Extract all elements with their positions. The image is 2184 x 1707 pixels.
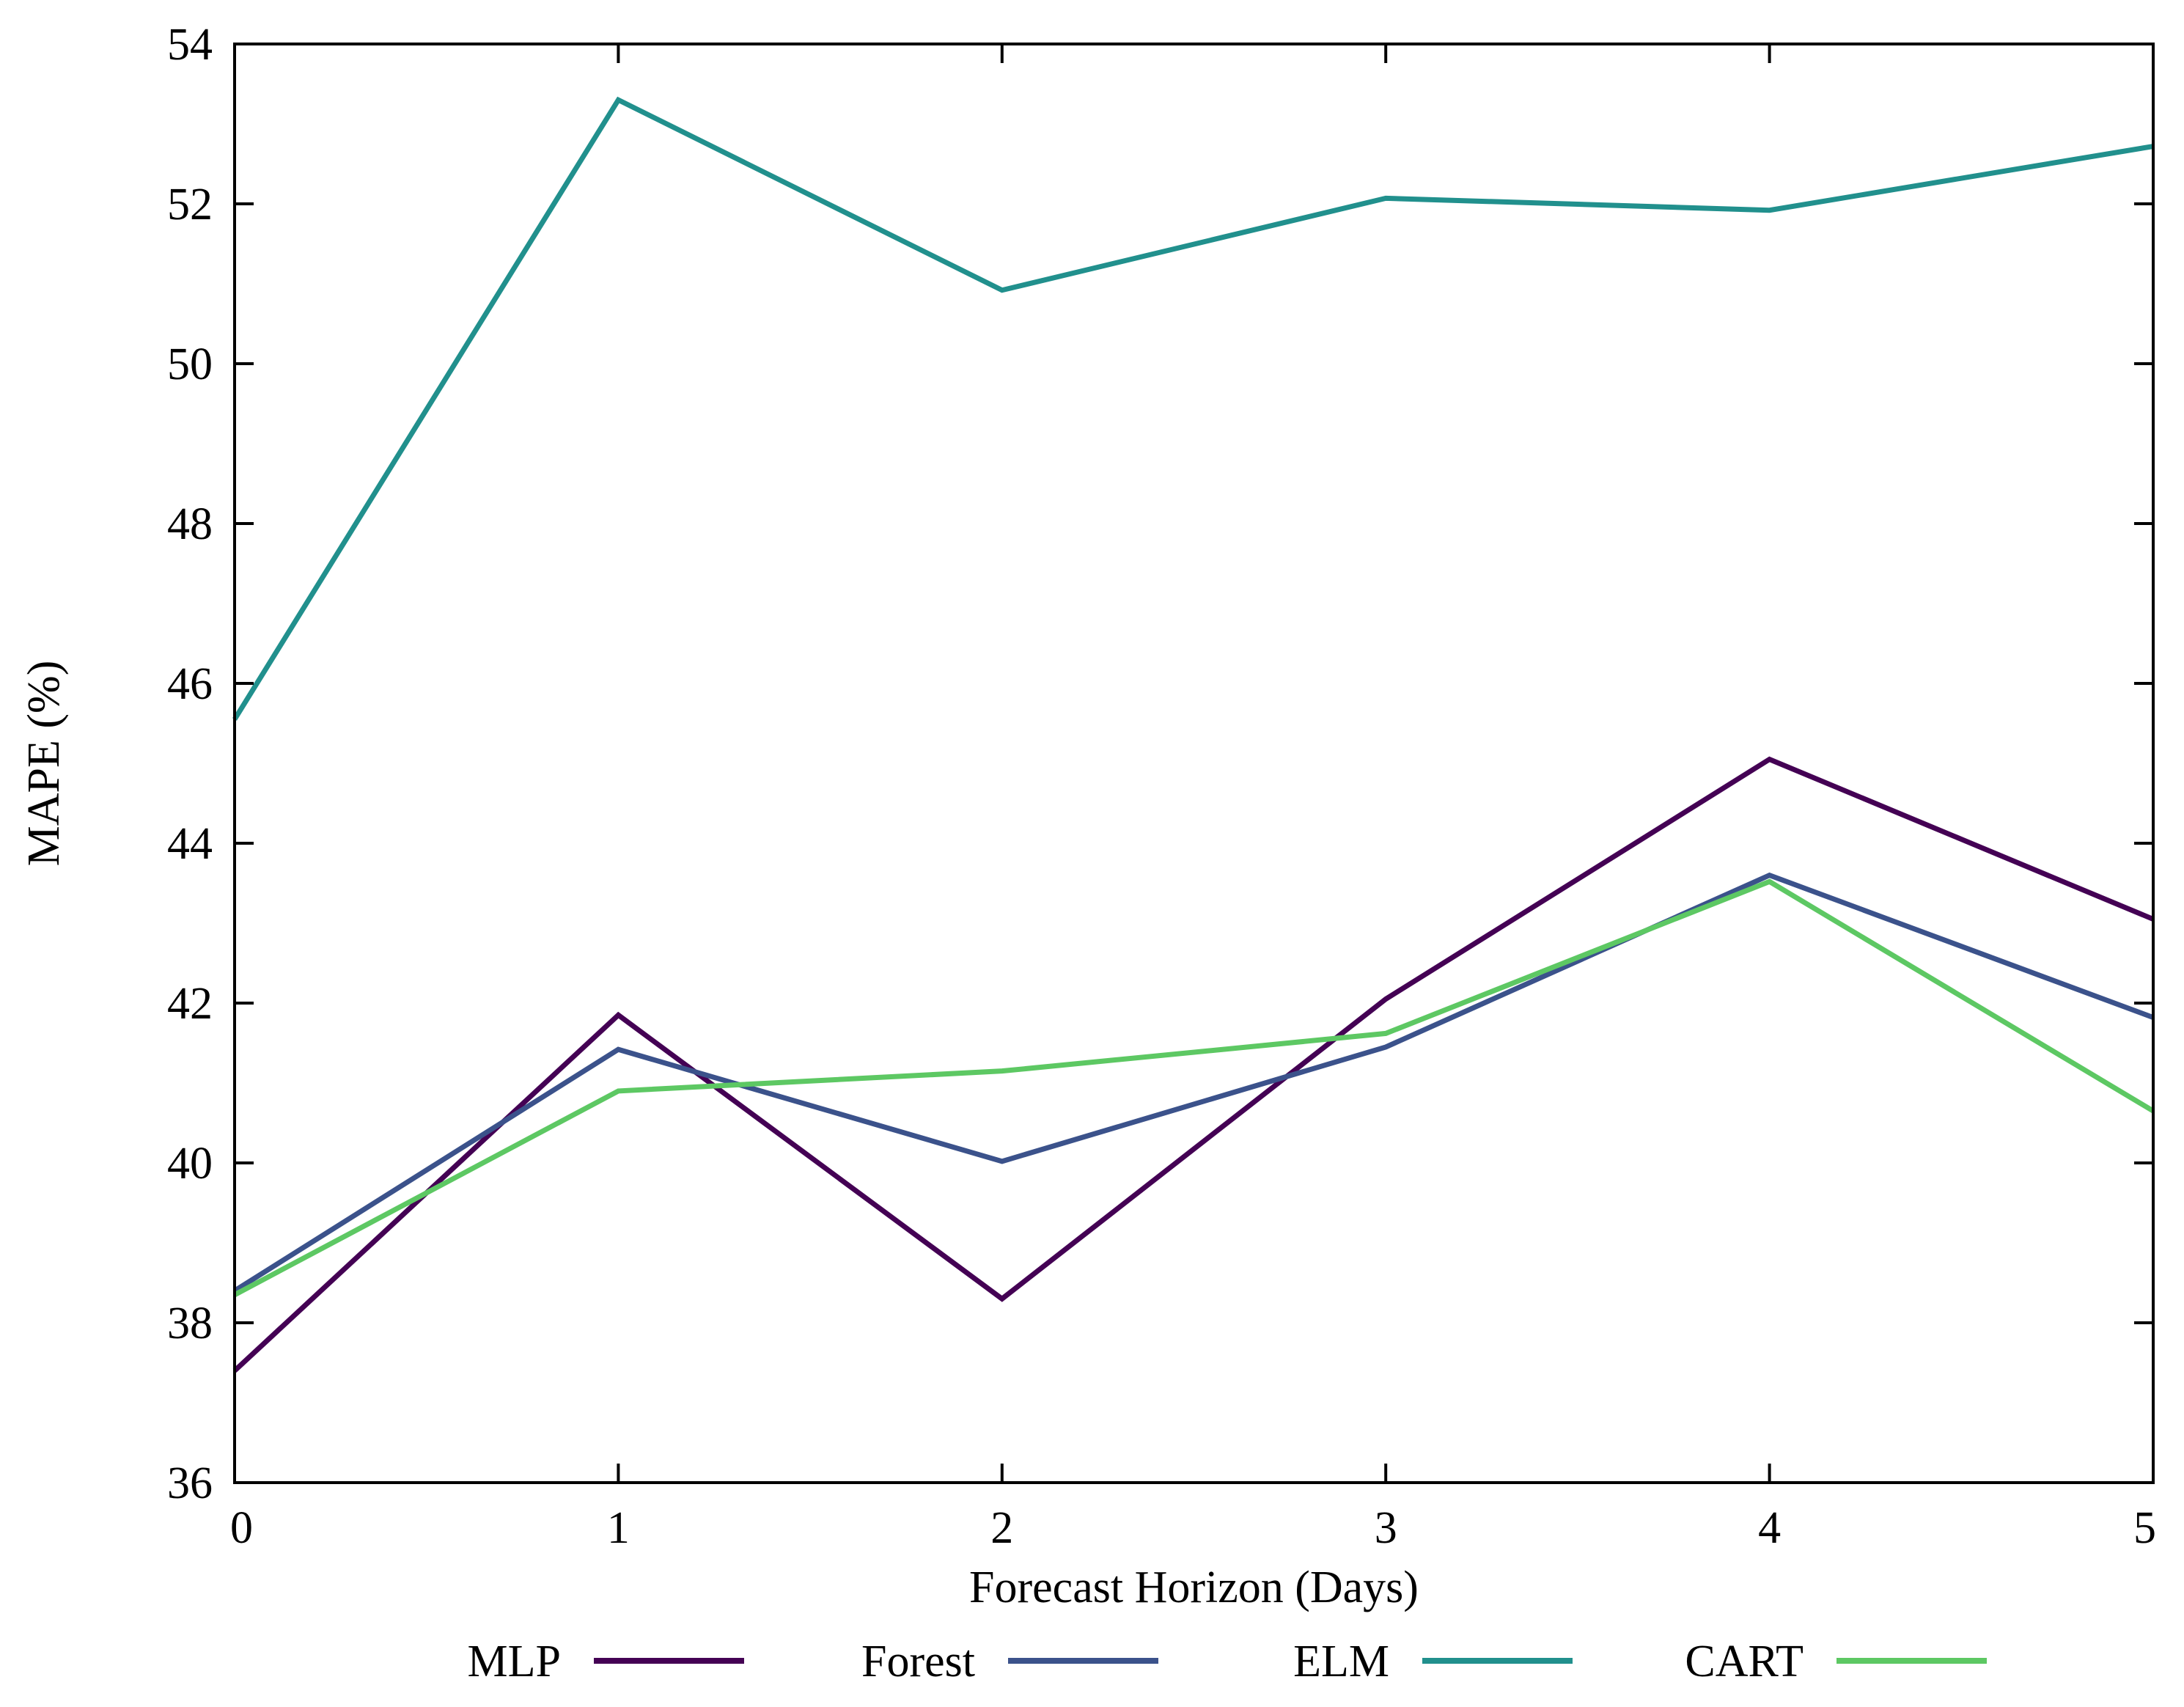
x-tick-label: 5 xyxy=(2133,1503,2156,1553)
y-tick-label: 54 xyxy=(167,20,213,70)
x-axis-title: Forecast Horizon (Days) xyxy=(969,1563,1419,1612)
legend: MLP Forest ELM CART xyxy=(468,1637,1987,1686)
x-axis-ticks: 0 1 2 3 4 5 xyxy=(230,44,2156,1553)
x-tick-label: 4 xyxy=(1758,1503,1781,1553)
y-tick-label: 50 xyxy=(167,339,213,389)
x-tick-label: 2 xyxy=(990,1503,1013,1553)
series-line-elm xyxy=(232,96,2154,721)
y-tick-label: 52 xyxy=(167,180,213,230)
series-layer xyxy=(232,96,2155,1373)
y-axis-ticks: 36 38 40 42 44 46 48 50 52 54 xyxy=(167,20,2153,1508)
legend-label-mlp: MLP xyxy=(468,1637,561,1686)
y-tick-label: 36 xyxy=(167,1458,213,1508)
plot-frame xyxy=(233,43,2155,1484)
legend-label-cart: CART xyxy=(1685,1637,1804,1686)
x-tick-label: 3 xyxy=(1375,1503,1397,1553)
y-tick-label: 44 xyxy=(167,819,213,869)
y-tick-label: 48 xyxy=(167,499,213,549)
y-tick-label: 38 xyxy=(167,1299,213,1348)
series-line-cart xyxy=(233,878,2155,1297)
x-tick-label: 1 xyxy=(607,1503,630,1553)
y-axis-title: MAPE (%) xyxy=(19,661,69,867)
series-line-mlp xyxy=(232,756,2155,1373)
y-tick-label: 42 xyxy=(167,979,213,1029)
legend-label-elm: ELM xyxy=(1293,1637,1389,1686)
series-line-forest xyxy=(233,872,2155,1293)
legend-label-forest: Forest xyxy=(861,1637,975,1686)
y-tick-label: 46 xyxy=(167,659,213,709)
y-tick-label: 40 xyxy=(167,1139,213,1189)
x-tick-label: 0 xyxy=(230,1503,253,1553)
